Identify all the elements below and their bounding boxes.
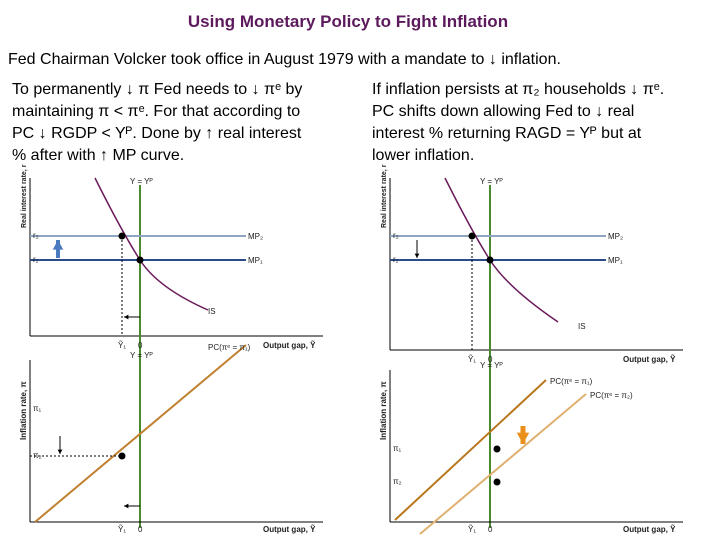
arrow-head xyxy=(414,253,420,258)
point xyxy=(486,256,494,264)
diagram-label: π₁ xyxy=(393,444,402,453)
paragraph-line: % after with ↑ MP curve. xyxy=(12,147,184,164)
paragraph-line: lower inflation. xyxy=(372,147,474,164)
diagram-label: PC(πᵉ = π₁) xyxy=(208,343,251,352)
diagram-label: MP₁ xyxy=(608,256,623,265)
diagram-label: π₂ xyxy=(393,477,402,486)
diagram-label: r₂ xyxy=(33,231,39,240)
diagram-label: r₁ xyxy=(33,255,39,264)
pc1 xyxy=(394,379,547,521)
diagram-label: Output gap, Ỹ xyxy=(263,341,316,350)
diagram-label: Ỹ₁ xyxy=(118,525,126,534)
pc1 xyxy=(34,344,247,523)
diagram-label: 0 xyxy=(138,525,143,534)
paragraph-line: PC shifts down allowing Fed to ↓ real xyxy=(372,103,634,120)
diagram-label: Ỹ₁ xyxy=(468,355,476,364)
arrow-head xyxy=(57,449,63,454)
point xyxy=(493,445,501,453)
arrow-head xyxy=(52,240,64,250)
paragraph-line: interest % returning RAGD = Yᴾ but at xyxy=(372,125,642,142)
diagram-label: Y = Yᴾ xyxy=(130,351,154,360)
diagram-label: PC(πᵉ = π₁) xyxy=(550,377,593,386)
paragraph-line: If inflation persists at π₂ households ↓… xyxy=(372,81,664,98)
diagram-label: Inflation rate, π xyxy=(379,381,388,440)
diagram-label: 0 xyxy=(488,355,493,364)
diagram-label: Y = Yᴾ xyxy=(480,177,504,186)
slide-title: Using Monetary Policy to Fight Inflation xyxy=(188,12,508,31)
diagram-label: π₁ xyxy=(33,404,42,413)
point xyxy=(136,256,144,264)
diagram-label: r₂ xyxy=(393,231,399,240)
diagram-label: IS xyxy=(208,307,216,316)
point xyxy=(493,478,501,486)
diagram-label: PC(πᵉ = π₂) xyxy=(590,391,633,400)
intro: Fed Chairman Volcker took office in Augu… xyxy=(8,51,561,68)
diagram-label: Ỹ₁ xyxy=(468,525,476,534)
diagram-label: MP₁ xyxy=(248,256,263,265)
is-curve xyxy=(94,177,209,311)
diagram-label: Output gap, Ỹ xyxy=(623,355,676,364)
diagram-label: π₂ xyxy=(33,451,42,460)
arrow-head xyxy=(124,503,129,509)
diagram-label: MP₂ xyxy=(248,232,263,241)
arrow-head xyxy=(124,314,129,320)
arrow-head xyxy=(516,432,530,444)
is-curve xyxy=(444,177,559,323)
diagram-label: 0 xyxy=(138,341,143,350)
diagram-label: Real interest rate, r xyxy=(381,164,388,228)
diagram-label: Ỹ₁ xyxy=(118,341,126,350)
diagram-label: IS xyxy=(578,322,586,331)
pc2 xyxy=(419,393,587,535)
diagram-label: r₁ xyxy=(393,255,399,264)
diagram-label: MP₂ xyxy=(608,232,623,241)
diagram-label: Inflation rate, π xyxy=(19,381,28,440)
paragraph-line: To permanently ↓ π Fed needs to ↓ πᵉ by xyxy=(12,81,302,98)
diagram-label: Real interest rate, r xyxy=(21,164,28,228)
point xyxy=(118,452,126,460)
paragraph-line: maintaining π < πᵉ. For that according t… xyxy=(12,103,300,120)
diagram-label: Output gap, Ỹ xyxy=(263,525,316,534)
diagram-label: Y = Yᴾ xyxy=(130,177,154,186)
diagram-label: 0 xyxy=(488,525,493,534)
diagram-label: Output gap, Ỹ xyxy=(623,525,676,534)
diagram-label: Y = Yᴾ xyxy=(480,361,504,370)
paragraph-line: PC ↓ RGDP < Yᴾ. Done by ↑ real interest xyxy=(12,125,302,142)
